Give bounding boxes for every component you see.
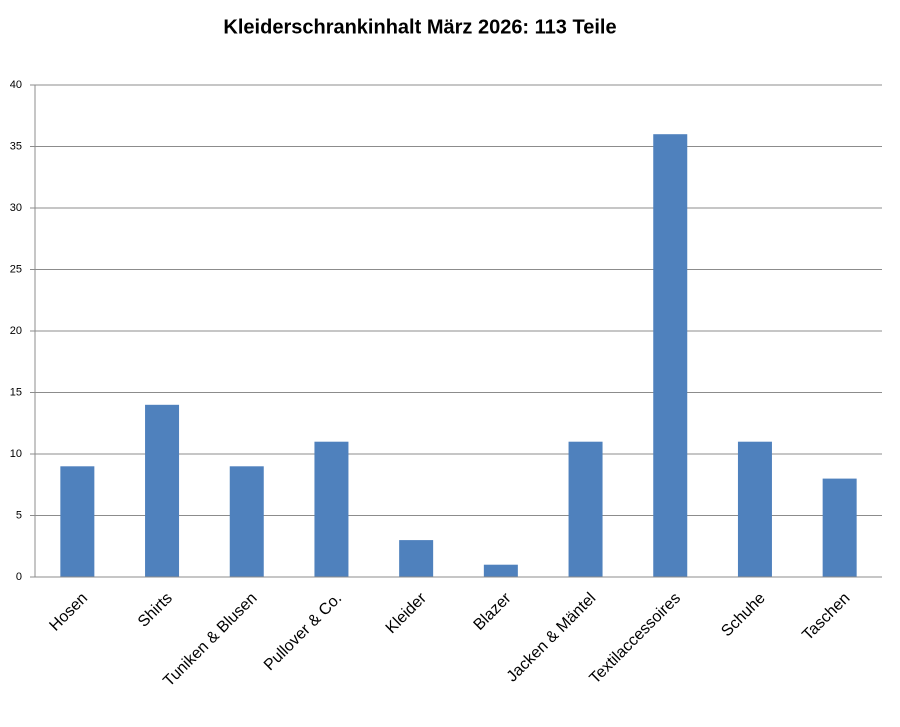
bar (653, 134, 688, 577)
bar (399, 540, 434, 577)
x-tick-label: Kleider (383, 589, 431, 637)
y-tick-label: 20 (10, 325, 22, 337)
x-tick-label: Schuhe (718, 590, 768, 640)
x-tick-label: Shirts (135, 590, 176, 631)
bar (822, 478, 857, 577)
y-tick-label: 25 (10, 263, 22, 275)
x-tick-label: Hosen (46, 590, 91, 635)
y-tick-label: 5 (16, 509, 22, 521)
y-tick-label: 35 (10, 140, 22, 152)
chart-title: Kleiderschrankinhalt März 2026: 113 Teil… (223, 16, 616, 38)
y-tick-label: 10 (10, 448, 22, 460)
x-tick-label: Pullover & Co. (261, 590, 345, 674)
x-tick-label: Textilaccessoires (587, 590, 685, 688)
y-tick-label: 0 (16, 571, 22, 583)
y-tick-label: 15 (10, 386, 22, 398)
x-tick-label: Jacken & Mäntel (504, 590, 600, 686)
y-tick-label: 40 (10, 79, 22, 91)
bar (737, 441, 772, 577)
x-tick-label: Blazer (471, 589, 516, 634)
x-tick-label: Taschen (799, 590, 853, 644)
bar (60, 466, 95, 577)
bar (314, 441, 349, 577)
bar (145, 404, 180, 577)
bar (568, 441, 603, 577)
x-tick-label: Tuniken & Blusen (160, 590, 260, 690)
bar (483, 564, 518, 577)
bar (229, 466, 264, 577)
y-tick-label: 30 (10, 202, 22, 214)
